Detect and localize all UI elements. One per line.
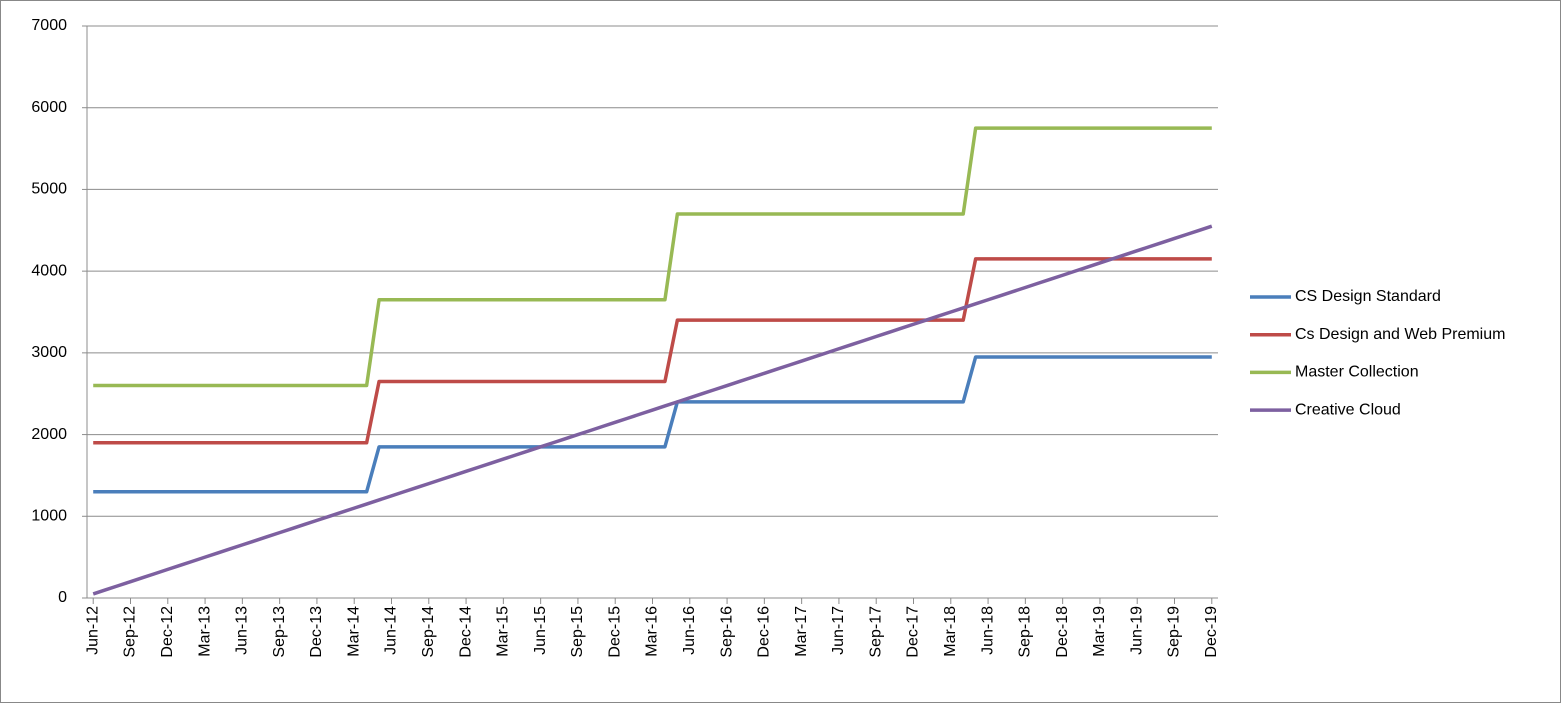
y-tick-label: 7000 [31, 17, 67, 34]
x-tick-label: Sep-15 [569, 606, 586, 658]
x-tick-label: Jun-14 [383, 606, 400, 655]
series-line [92, 224, 1213, 596]
x-tick-label: Dec-15 [606, 606, 623, 658]
x-tick-label: Sep-12 [122, 606, 139, 658]
x-tick-label: Jun-12 [84, 606, 101, 655]
x-tick-label: Sep-16 [718, 606, 735, 658]
x-tick-label: Sep-13 [271, 606, 288, 658]
x-tick-label: Sep-14 [420, 606, 437, 658]
series-line [93, 355, 1212, 494]
x-tick-label: Jun-13 [234, 606, 251, 655]
x-tick-label: Sep-18 [1017, 606, 1034, 658]
x-tick-label: Mar-17 [793, 606, 810, 657]
series-line [93, 126, 1212, 388]
x-tick-label: Jun-16 [681, 606, 698, 655]
x-tick-label: Sep-19 [1166, 606, 1183, 658]
y-tick-label: 3000 [31, 344, 67, 361]
x-tick-label: Mar-16 [644, 606, 661, 657]
y-tick-label: 0 [58, 589, 67, 606]
x-tick-label: Dec-12 [159, 606, 176, 658]
x-tick-label: Dec-17 [905, 606, 922, 658]
legend-label: Creative Cloud [1295, 401, 1401, 418]
x-tick-label: Mar-15 [495, 606, 512, 657]
x-tick-label: Dec-14 [457, 606, 474, 658]
y-tick-label: 4000 [31, 262, 67, 279]
x-tick-label: Jun-19 [1128, 606, 1145, 655]
x-tick-label: Dec-13 [308, 606, 325, 658]
x-tick-label: Mar-14 [345, 606, 362, 657]
y-tick-label: 6000 [31, 99, 67, 116]
x-tick-label: Dec-19 [1203, 606, 1220, 658]
y-tick-label: 1000 [31, 508, 67, 525]
x-tick-label: Dec-16 [756, 606, 773, 658]
series-line [93, 257, 1212, 445]
x-tick-label: Mar-19 [1091, 606, 1108, 657]
legend-label: CS Design Standard [1295, 288, 1441, 305]
x-tick-label: Dec-18 [1054, 606, 1071, 658]
legend-label: Master Collection [1295, 364, 1419, 381]
x-tick-label: Mar-18 [942, 606, 959, 657]
x-tick-label: Jun-15 [532, 606, 549, 655]
x-tick-label: Mar-13 [196, 606, 213, 657]
y-tick-label: 2000 [31, 426, 67, 443]
y-tick-label: 5000 [31, 181, 67, 198]
x-tick-label: Jun-18 [979, 606, 996, 655]
x-tick-label: Jun-17 [830, 606, 847, 655]
legend-label: Cs Design and Web Premium [1295, 326, 1505, 343]
x-tick-label: Sep-17 [867, 606, 884, 658]
